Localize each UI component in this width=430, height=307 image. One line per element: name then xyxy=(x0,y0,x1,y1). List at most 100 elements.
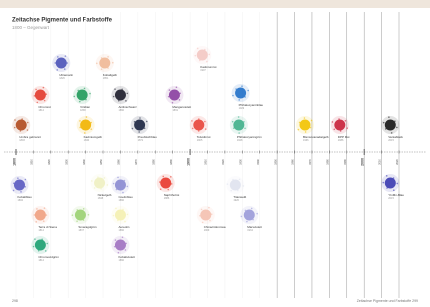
pigment-year: 1934 xyxy=(247,229,253,232)
pigment-blob xyxy=(334,120,345,131)
pigment-speck xyxy=(310,127,312,129)
pigment-speck xyxy=(172,102,174,104)
pigment-blob xyxy=(299,120,310,131)
pigment-speck xyxy=(232,95,234,97)
pigment-speck xyxy=(125,243,127,245)
pigment-blob xyxy=(233,120,244,131)
pigment: Anilinschwarz1860 xyxy=(111,86,137,112)
pigment: Kobaltblau1802 xyxy=(10,176,32,202)
pigment-speck xyxy=(117,177,119,179)
pigment-speck xyxy=(385,128,387,130)
tick-label: 1820 xyxy=(48,159,51,165)
pigment-speck xyxy=(179,99,181,101)
tick-label: 1830 xyxy=(65,159,68,165)
pigment-speck xyxy=(311,120,313,122)
pigment-year: 1851 xyxy=(103,77,109,80)
pigment-blob xyxy=(169,90,180,101)
pigment-year: 2015 xyxy=(388,197,394,200)
pigment-year: 1909 xyxy=(204,229,210,232)
tick-label: 1900 xyxy=(187,158,191,166)
pigment-speck xyxy=(46,243,48,245)
pigment-blob xyxy=(230,180,241,191)
pigment-speck xyxy=(96,63,98,65)
tick-label: 2010 xyxy=(379,159,382,165)
tick-label: 1840 xyxy=(83,159,86,165)
pigment-year: 1848 xyxy=(98,197,104,200)
pigment-speck xyxy=(121,88,123,90)
pigment-speck xyxy=(83,208,85,210)
pigment-speck xyxy=(197,48,199,50)
pigment-speck xyxy=(113,96,115,98)
page-number: Zeitachse Pigmente und Farbstoffe 299 xyxy=(357,299,418,303)
pigment-speck xyxy=(333,128,335,130)
pigment: Kadmiumgelb1840 xyxy=(77,116,103,142)
pigment-speck xyxy=(45,250,47,252)
pigment-speck xyxy=(14,127,16,129)
pigment-speck xyxy=(84,88,86,90)
pigment-speck xyxy=(195,55,197,57)
pigment-speck xyxy=(113,215,115,217)
pigment-year: 1926 xyxy=(233,199,239,202)
pigment: Ultramarin1826 xyxy=(52,54,73,80)
pigment-speck xyxy=(238,132,240,134)
pigment-year: 1860 xyxy=(118,229,124,232)
pigment-speck xyxy=(179,93,181,95)
pigment-speck xyxy=(116,189,118,191)
pigment-speck xyxy=(84,132,86,134)
pigment-speck xyxy=(244,96,246,98)
pigment-year: 1860 xyxy=(118,199,124,202)
pigment-speck xyxy=(241,216,243,218)
pigment-speck xyxy=(107,56,109,58)
pigment-speck xyxy=(243,121,245,123)
pigment-speck xyxy=(160,188,162,190)
pigment-speck xyxy=(112,62,114,64)
pigment-speck xyxy=(206,61,208,63)
pigment-speck xyxy=(79,120,81,122)
pigment-speck xyxy=(211,213,213,215)
pigment-speck xyxy=(346,127,348,129)
pigment: Preußischblau1871 xyxy=(131,116,158,142)
pigment-speck xyxy=(386,187,388,189)
pigment-speck xyxy=(198,118,200,120)
pigment-blob xyxy=(160,178,171,189)
pigment-year: 1802 xyxy=(17,199,23,202)
pigment-speck xyxy=(245,210,247,212)
pigment-speck xyxy=(13,182,15,184)
pigment-blob xyxy=(99,58,110,69)
pigment-speck xyxy=(238,116,240,118)
pigment-speck xyxy=(396,127,398,129)
pigment-year: 1905 xyxy=(197,139,203,142)
pigment-speck xyxy=(14,119,16,121)
tick-label: 1800 xyxy=(12,158,16,166)
pigment-speck xyxy=(35,221,37,223)
pigment-speck xyxy=(24,186,26,188)
pigment-speck xyxy=(146,121,148,123)
pigment-speck xyxy=(35,89,37,91)
pigment-year: 1966 xyxy=(303,139,309,142)
pigment-speck xyxy=(101,57,103,59)
pigment-speck xyxy=(72,214,74,216)
tick-label: 1950 xyxy=(274,159,277,165)
pigment-speck xyxy=(251,208,253,210)
pigment-speck xyxy=(115,208,117,210)
pigment-speck xyxy=(247,90,249,92)
pigment: Kadmiumrot1907 xyxy=(193,46,216,72)
pigment-year: 1826 xyxy=(59,77,65,80)
pigment-speck xyxy=(76,209,78,211)
pigment-speck xyxy=(27,129,29,131)
pigment-speck xyxy=(17,177,19,179)
tick-label: 1870 xyxy=(135,159,138,165)
pigment-speck xyxy=(27,122,29,124)
pigment-blob xyxy=(16,120,27,131)
pigment: Terra di Siena1814 xyxy=(31,206,57,232)
tick-label: 1910 xyxy=(205,159,208,165)
pigment-speck xyxy=(104,177,106,179)
pigment-blob xyxy=(115,210,126,221)
